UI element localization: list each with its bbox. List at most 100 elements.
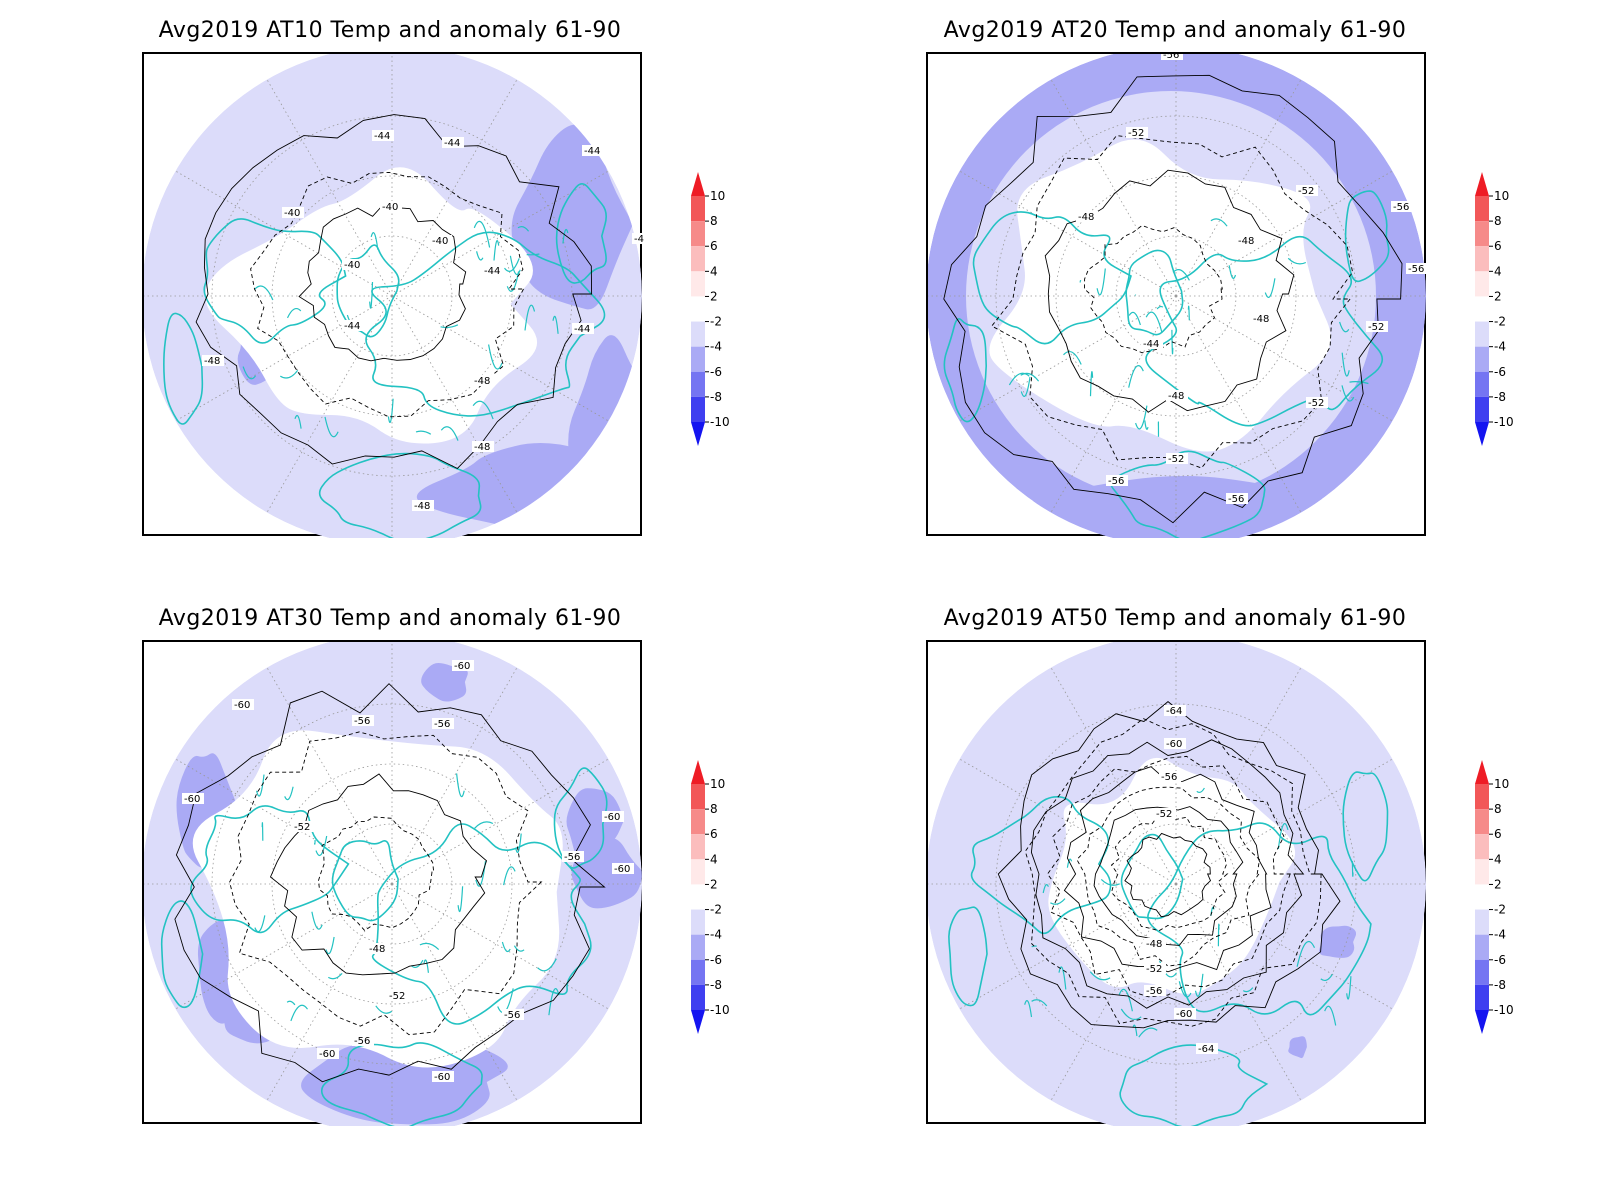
contour-label: -56 <box>1108 476 1124 487</box>
map-svg: -44 -44 -40 -40 -40 -44 -40 -44 -44 -48 -48 -44 -44 -… <box>144 54 644 538</box>
contour-label-bg <box>1226 493 1248 504</box>
colorbar-svg: 10 8 6 4 2 -2 -4 -6 -8 -10 <box>1475 760 1514 1034</box>
border-line <box>515 833 522 853</box>
border-line <box>375 1005 393 1014</box>
border-line <box>1228 265 1237 279</box>
contour-labels: -44 -44 -40 -40 -40 -44 -40 -44 -44 -48 -48 -44 -44 -… <box>202 130 644 512</box>
east-asia-outline <box>555 183 607 284</box>
contour-label: -44 <box>374 131 390 142</box>
border-line <box>526 253 540 256</box>
colorbar-box <box>1475 246 1489 272</box>
colorbar-box <box>1475 984 1489 1010</box>
anomaly-patch <box>1319 925 1357 958</box>
contour-label: -44 <box>574 324 590 335</box>
border-line <box>1196 787 1205 793</box>
colorbar-label: -8 <box>1494 390 1506 404</box>
colorbar-box <box>691 246 705 272</box>
colorbar-box <box>1475 909 1489 935</box>
border-line <box>1132 1024 1138 1037</box>
colorbar-label: 4 <box>1494 852 1502 866</box>
contour-label: -56 <box>1163 54 1179 61</box>
contour-label-bg <box>412 500 434 511</box>
central-america-outline <box>163 312 204 425</box>
meridian-line <box>1050 883 1177 1101</box>
contour-line <box>1030 739 1305 1009</box>
colorbar-box <box>691 396 705 422</box>
colorbar-box <box>691 221 705 247</box>
meridian-line <box>1175 79 1302 297</box>
colorbar-label: -8 <box>710 978 722 992</box>
contour-label-bg <box>232 699 254 710</box>
contour-label-bg <box>182 793 204 804</box>
colorbar-box <box>691 296 705 322</box>
meridian-line <box>1175 295 1302 513</box>
border-line <box>1172 269 1190 281</box>
contour-label-bg <box>1306 397 1328 408</box>
colorbar-label: -2 <box>1494 903 1506 917</box>
meridian-line <box>175 883 393 1010</box>
border-line <box>1020 376 1031 397</box>
contour-label: -48 <box>1146 939 1162 950</box>
map-disc <box>928 54 1426 538</box>
colorbar-label: -4 <box>710 340 722 354</box>
contour-label-bg <box>612 863 634 874</box>
contour-label: -60 <box>454 661 470 672</box>
meridian-line <box>266 79 393 297</box>
contour-label-bg <box>1296 185 1318 196</box>
border-line <box>369 281 374 309</box>
contour-label: -44 <box>444 138 460 149</box>
map-svg: -60 -60 -56 -56 -60 -52 -60 -56 -60 -48 -52 -56 -60 -… <box>144 642 642 1126</box>
meridian-line <box>959 170 1177 297</box>
contour-label-bg <box>1196 1043 1218 1054</box>
meridian-line <box>959 295 1177 422</box>
contour-label-bg <box>1406 263 1428 274</box>
border-line <box>537 958 557 972</box>
contour-label: -48 <box>414 501 430 512</box>
colorbar-label: -4 <box>710 928 722 942</box>
contour-label: -52 <box>1128 128 1144 139</box>
colorbar-box <box>1475 221 1489 247</box>
contour-line <box>1110 814 1229 932</box>
colorbar-label: -4 <box>1494 340 1506 354</box>
border-line <box>325 936 335 955</box>
meridian-line <box>1175 667 1302 885</box>
meridian-line <box>1050 79 1177 297</box>
north-america-outline <box>203 218 347 344</box>
contour-label-bg <box>380 201 402 212</box>
contour-label-bg <box>1161 54 1183 60</box>
contour-label-bg <box>372 130 394 141</box>
polar-map: -60 -60 -56 -56 -60 -52 -60 -56 -60 -48 -52 -56 -60 -… <box>142 640 642 1126</box>
border-line <box>387 398 394 423</box>
colorbar-arrow-bottom <box>691 422 705 446</box>
border-line <box>286 1000 296 1006</box>
colorbar-label: -8 <box>710 390 722 404</box>
contour-label-bg <box>367 943 389 954</box>
north-america-outline <box>970 795 1112 935</box>
colorbar-box <box>691 371 705 397</box>
colorbar-arrow-bottom <box>691 1010 705 1034</box>
border-line <box>1351 861 1354 877</box>
border-line <box>1079 280 1082 283</box>
colorbar-label: 10 <box>1494 189 1509 203</box>
contour-labels: -60 -60 -56 -56 -60 -52 -60 -56 -60 -48 -52 -56 -60 -… <box>182 660 634 1083</box>
colorbar-box <box>1475 859 1489 885</box>
east-asia-outline <box>553 767 608 869</box>
contour-label: -56 <box>1228 494 1244 505</box>
contour-label: -56 <box>1161 772 1177 783</box>
contour-label-bg <box>1236 235 1258 246</box>
border-line <box>440 324 459 329</box>
contour-line <box>298 203 467 362</box>
border-line <box>1042 884 1049 894</box>
contour-label: -52 <box>1308 398 1324 409</box>
meridian-line <box>1175 883 1393 1010</box>
meridian-line <box>391 758 609 885</box>
africa-outline <box>320 1042 483 1126</box>
contour-label-bg <box>1174 1008 1196 1019</box>
contour-label-bg <box>342 259 364 270</box>
meridian-line <box>1175 170 1393 297</box>
contour-line <box>174 683 606 1083</box>
colorbar-arrow-top <box>691 172 705 196</box>
panel-title: Avg2019 AT50 Temp and anomaly 61-90 <box>943 606 1407 631</box>
contour-label: -44 <box>1143 339 1159 350</box>
contour-label: -60 <box>1166 739 1182 750</box>
